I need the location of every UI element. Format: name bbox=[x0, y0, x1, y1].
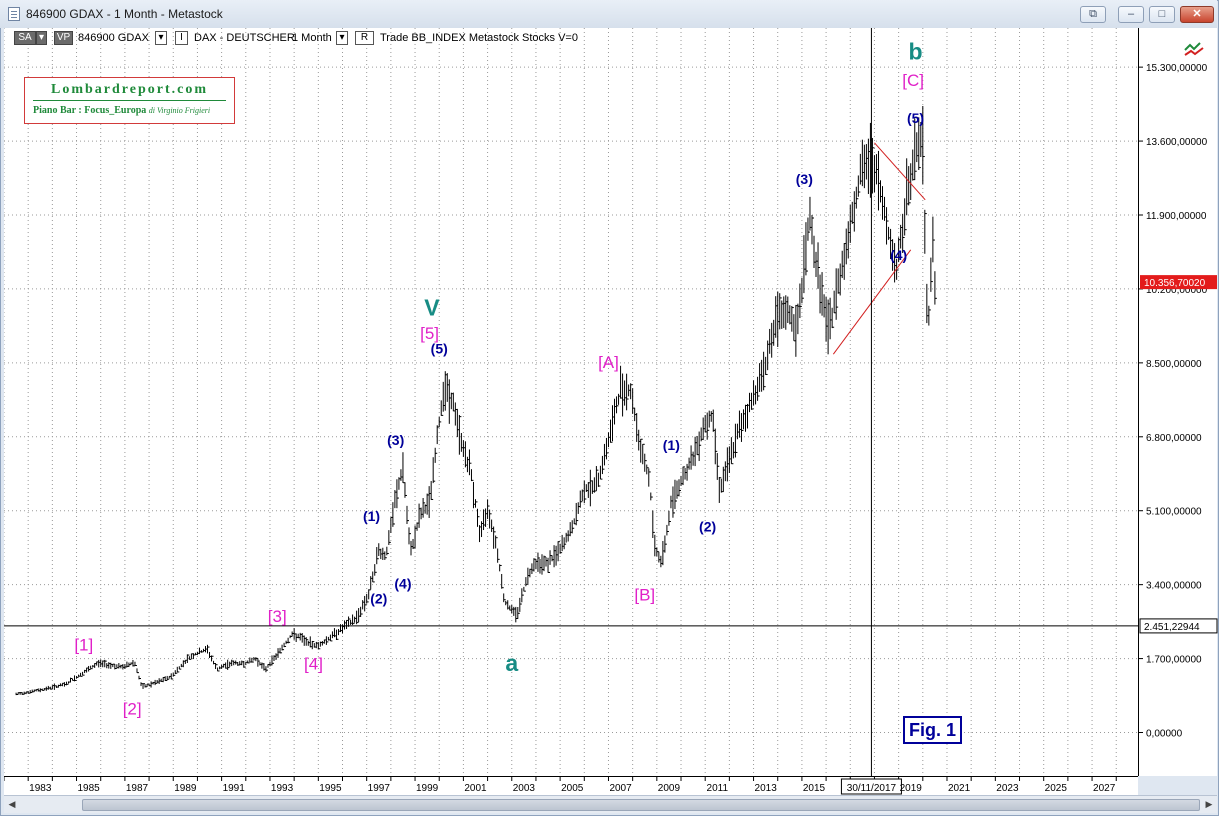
time-tick-label: 1999 bbox=[416, 783, 439, 794]
time-tick-label: 2023 bbox=[996, 783, 1019, 794]
price-tick-label: 13.600,00000 bbox=[1146, 137, 1208, 148]
price-tick-label: 10.200,00000 bbox=[1146, 285, 1208, 296]
price-tick-label: 15.300,00000 bbox=[1146, 63, 1208, 74]
period-dropdown-icon[interactable]: ▾ bbox=[336, 31, 348, 45]
time-tick-label: 2015 bbox=[803, 783, 826, 794]
price-chart[interactable]: [1][2][3][4](1)(2)(3)(4)(5)[5]Va[A][B](1… bbox=[4, 28, 1138, 776]
close-icon[interactable]: ✕ bbox=[1180, 6, 1214, 23]
logo-divider bbox=[33, 100, 226, 101]
wave-label: [4] bbox=[304, 655, 323, 674]
wave-label: (2) bbox=[370, 591, 387, 607]
wave-label: V bbox=[424, 294, 440, 320]
maximize-icon[interactable]: □ bbox=[1149, 6, 1175, 23]
wave-label: [1] bbox=[74, 635, 93, 654]
wave-label: [5] bbox=[420, 324, 439, 343]
scrollbar-thumb[interactable] bbox=[82, 799, 1200, 811]
wave-label: (3) bbox=[796, 171, 813, 187]
wave-label: (1) bbox=[363, 508, 380, 524]
wave-label: [B] bbox=[634, 585, 655, 604]
price-tick-label: 1.700,00000 bbox=[1146, 655, 1202, 666]
sa-button[interactable]: SA bbox=[14, 31, 36, 45]
time-tick-label: 1995 bbox=[319, 783, 342, 794]
time-tick-label: 2003 bbox=[513, 783, 536, 794]
triangle-trendline bbox=[874, 142, 926, 201]
symbol-dropdown-icon[interactable]: ▾ bbox=[155, 31, 167, 45]
restore-icon[interactable]: ⧉ bbox=[1080, 6, 1106, 23]
time-tick-label: 2005 bbox=[561, 783, 584, 794]
document-icon bbox=[8, 7, 20, 21]
time-tick-label: 2027 bbox=[1093, 783, 1116, 794]
title-bar[interactable]: 846900 GDAX - 1 Month - Metastock ⧉ – □ … bbox=[0, 0, 1217, 28]
time-tick-label: 1989 bbox=[174, 783, 197, 794]
last-price-label: 10.356,70020 bbox=[1144, 278, 1206, 289]
price-tick-label: 3.400,00000 bbox=[1146, 581, 1202, 592]
time-axis[interactable]: 1983 1985 1987 1989 1991 1993 1995 1997 1999 2001… bbox=[3, 776, 1138, 795]
lombardreport-logo: Lombardreport.com Piano Bar : Focus_Euro… bbox=[24, 77, 235, 124]
logo-subtitle: Piano Bar : Focus_Europa di Virginio Fri… bbox=[33, 105, 210, 116]
time-tick-label: 2021 bbox=[948, 783, 971, 794]
time-tick-label: 1993 bbox=[271, 783, 294, 794]
sa-dropdown-icon[interactable]: ▾ bbox=[36, 31, 47, 45]
symbol-label: 846900 GDAX bbox=[78, 32, 149, 44]
horizontal-scrollbar[interactable]: ◀ ▶ bbox=[4, 795, 1217, 813]
wave-label: (4) bbox=[890, 247, 907, 263]
time-axis-scale: 1983 1985 1987 1989 1991 1993 1995 1997 1999 2001… bbox=[3, 777, 1117, 795]
triangle-trendline bbox=[832, 249, 912, 355]
period-label: 1 Month bbox=[292, 32, 332, 44]
price-tick-label: 8.500,00000 bbox=[1146, 359, 1202, 370]
scroll-right-icon[interactable]: ▶ bbox=[1205, 799, 1213, 809]
time-tick-label: 2009 bbox=[658, 783, 681, 794]
logo-title: Lombardreport.com bbox=[51, 82, 208, 97]
time-tick-label: 2013 bbox=[755, 783, 778, 794]
wave-label: b bbox=[909, 38, 923, 64]
r-button[interactable]: R bbox=[355, 31, 374, 45]
wave-label: (5) bbox=[431, 341, 448, 357]
price-bars bbox=[15, 105, 937, 696]
time-tick-label: 1997 bbox=[368, 783, 391, 794]
wave-label: (5) bbox=[907, 110, 924, 126]
logo-author: di Virginio Frigieri bbox=[148, 106, 211, 115]
wave-label: (2) bbox=[699, 518, 716, 534]
crosshair-price-badge bbox=[1139, 618, 1218, 634]
time-tick-label: 1985 bbox=[78, 783, 101, 794]
crosshair-date-label: 30/11/2017 bbox=[847, 783, 897, 794]
chart-tools-icon[interactable] bbox=[1183, 40, 1207, 58]
time-tick-label: 2007 bbox=[609, 783, 632, 794]
time-tick-label: 1991 bbox=[223, 783, 246, 794]
instrument-label: DAX - DEUTSCHER bbox=[194, 32, 295, 44]
wave-label: [C] bbox=[902, 71, 924, 90]
price-tick-label: 11.900,00000 bbox=[1146, 211, 1207, 222]
time-tick-label: 2001 bbox=[464, 783, 487, 794]
time-tick-label: 1983 bbox=[29, 783, 52, 794]
price-tick-label: 0,00000 bbox=[1146, 729, 1183, 740]
last-price-badge bbox=[1140, 275, 1217, 290]
figure-label: Fig. 1 bbox=[903, 716, 962, 744]
time-tick-label: 2019 bbox=[900, 783, 923, 794]
window-title: 846900 GDAX - 1 Month - Metastock bbox=[26, 7, 223, 21]
crosshair-price-label: 2.451,22944 bbox=[1144, 622, 1200, 633]
time-tick-label: 1987 bbox=[126, 783, 149, 794]
minimize-icon[interactable]: – bbox=[1118, 6, 1144, 23]
crosshair-date-badge bbox=[840, 778, 902, 795]
scroll-left-icon[interactable]: ◀ bbox=[8, 799, 16, 809]
logo-subtitle-text: Piano Bar : Focus_Europa bbox=[33, 105, 147, 116]
vp-button[interactable]: VP bbox=[54, 31, 73, 45]
wave-label: a bbox=[505, 650, 518, 676]
price-axis[interactable]: 15.300,00000 13.600,00000 11.900,00000 10.2… bbox=[1138, 28, 1218, 776]
chart-toolbar: SA ▾ VP 846900 GDAX ▾ I DAX - DEUTSCHER … bbox=[6, 30, 1138, 46]
price-tick-label: 5.100,00000 bbox=[1146, 507, 1202, 518]
wave-label: (3) bbox=[387, 432, 404, 448]
wave-label: [2] bbox=[123, 699, 142, 718]
wave-label: (4) bbox=[394, 575, 411, 591]
i-button[interactable]: I bbox=[175, 31, 188, 45]
price-axis-scale: 15.300,00000 13.600,00000 11.900,00000 10.2… bbox=[1139, 63, 1218, 740]
data-source-label: Trade BB_INDEX Metastock Stocks V=0 bbox=[380, 32, 578, 44]
price-tick-label: 6.800,00000 bbox=[1146, 433, 1202, 444]
wave-label: [A] bbox=[598, 353, 619, 372]
time-tick-label: 2011 bbox=[707, 783, 729, 794]
wave-label: (1) bbox=[663, 437, 680, 453]
time-tick-label: 2025 bbox=[1045, 783, 1068, 794]
wave-label: [3] bbox=[268, 607, 287, 626]
